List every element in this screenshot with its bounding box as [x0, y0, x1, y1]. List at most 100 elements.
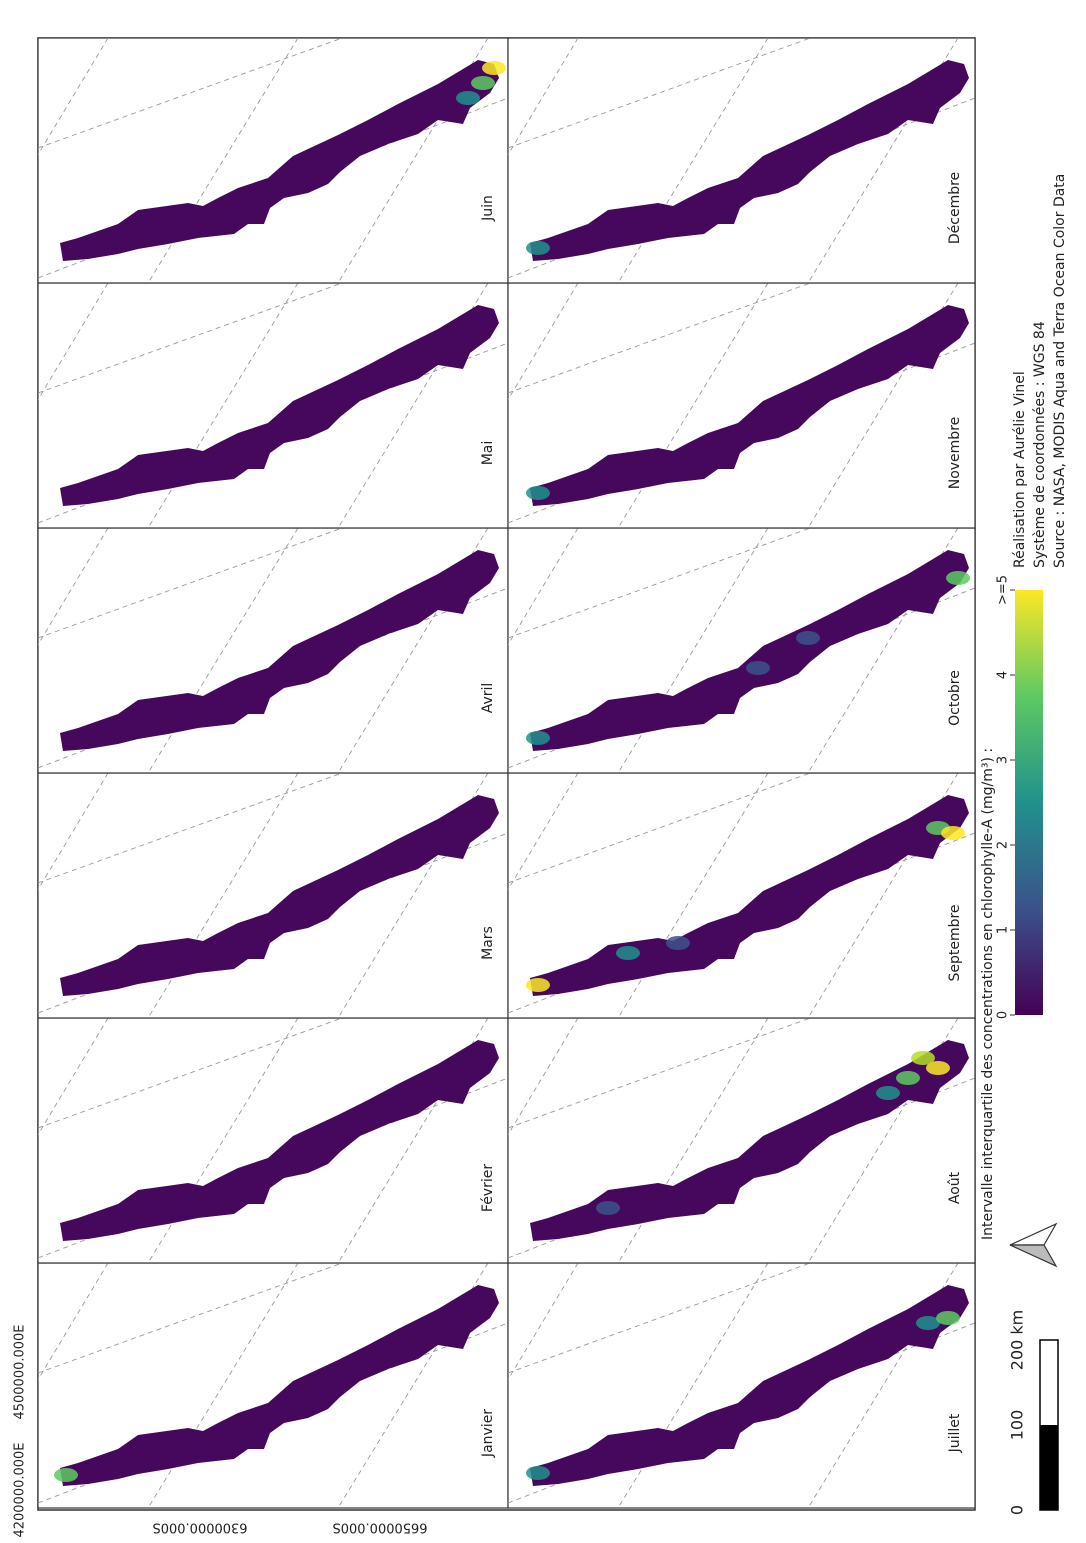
- month-label: Octobre: [947, 670, 963, 726]
- lake: [60, 305, 499, 506]
- lake-patch: [54, 1468, 78, 1482]
- graticule-line: [617, 528, 769, 773]
- lake-patch: [896, 1071, 920, 1085]
- graticule-line: [508, 773, 579, 891]
- panel: [507, 1017, 976, 1264]
- panel: [37, 1262, 509, 1509]
- panel: [37, 1017, 509, 1264]
- graticule-line: [508, 773, 812, 884]
- lake-patch: [746, 661, 770, 675]
- scale-label: 200 km: [1008, 1310, 1027, 1370]
- graticule-line: [617, 283, 769, 528]
- colorbar-tick-label: 0: [996, 1011, 1011, 1019]
- lake: [60, 795, 499, 996]
- graticule-line: [38, 773, 109, 891]
- graticule-line: [38, 1263, 344, 1374]
- lake: [530, 60, 969, 261]
- lake-patch: [911, 1051, 935, 1065]
- month-label: Mai: [480, 441, 496, 466]
- lake: [530, 1040, 969, 1241]
- north-arrow: [1009, 1222, 1058, 1268]
- panel: [37, 37, 509, 284]
- colorbar-tick-label: >=5: [996, 575, 1011, 605]
- month-label: Juillet: [947, 1413, 963, 1453]
- graticule-line: [38, 528, 344, 639]
- lake-patch: [526, 731, 550, 745]
- graticule-line: [508, 528, 812, 639]
- graticule-line: [508, 38, 812, 149]
- graticule-line: [508, 1018, 812, 1129]
- graticule-line: [147, 1263, 299, 1508]
- colorbar-tick-label: 1: [996, 926, 1011, 934]
- colorbar: [1015, 590, 1043, 1015]
- lake: [60, 1285, 499, 1486]
- month-label: Août: [947, 1171, 963, 1204]
- panel: [507, 527, 976, 774]
- lake-patch: [596, 1201, 620, 1215]
- scale-bar: [1039, 1339, 1059, 1511]
- easting-label: 4200000.000E: [13, 1442, 28, 1537]
- graticule-line: [38, 283, 344, 394]
- graticule-line: [617, 1263, 769, 1508]
- panel: [507, 1262, 976, 1509]
- graticule-line: [147, 38, 299, 283]
- graticule-line: [508, 38, 579, 156]
- lake: [530, 305, 969, 506]
- month-label: Avril: [480, 683, 496, 714]
- graticule-line: [508, 283, 579, 401]
- credit-line: Source : NASA, MODIS Aqua and Terra Ocea…: [1052, 174, 1068, 568]
- lake-patch: [666, 936, 690, 950]
- graticule-line: [617, 38, 769, 283]
- northing-label: 6300000.000S: [152, 1520, 247, 1535]
- lake: [60, 60, 499, 261]
- month-label: Mars: [480, 926, 496, 960]
- panel: [507, 37, 976, 284]
- panel: [507, 772, 976, 1019]
- lake: [530, 550, 969, 751]
- month-label: Juin: [480, 195, 496, 222]
- colorbar-tick-label: 4: [996, 671, 1011, 679]
- graticule-line: [38, 283, 109, 401]
- lake-patch: [471, 76, 495, 90]
- month-label: Février: [480, 1164, 496, 1212]
- lake-patch: [946, 571, 970, 585]
- lake-patch: [456, 91, 480, 105]
- graticule-line: [508, 1018, 579, 1136]
- graticule-line: [508, 528, 579, 646]
- graticule-line: [38, 1018, 109, 1136]
- legend-title: Intervalle interquartile des concentrati…: [980, 748, 996, 1240]
- easting-label: 4500000.000E: [13, 1324, 28, 1419]
- lake-patch: [526, 241, 550, 255]
- graticule-line: [508, 283, 812, 394]
- lake-patch: [796, 631, 820, 645]
- graticule-line: [147, 773, 299, 1018]
- graticule-line: [38, 1263, 109, 1381]
- graticule-line: [508, 1263, 812, 1374]
- lake-patch: [936, 1311, 960, 1325]
- lake-patch: [941, 826, 965, 840]
- graticule-line: [38, 773, 344, 884]
- lake: [60, 1040, 499, 1241]
- lake-patch: [876, 1086, 900, 1100]
- lake: [530, 1285, 969, 1486]
- scale-label: 0: [1008, 1505, 1027, 1515]
- graticule-line: [38, 528, 109, 646]
- lake-patch: [616, 946, 640, 960]
- lake: [530, 795, 969, 996]
- lake-patch: [482, 61, 506, 75]
- colorbar-tick-label: 3: [996, 756, 1011, 764]
- graticule-line: [617, 1018, 769, 1263]
- graticule-line: [147, 283, 299, 528]
- graticule-line: [38, 38, 344, 149]
- panel: [37, 282, 509, 529]
- lake-patch: [526, 978, 550, 992]
- colorbar-tick-label: 2: [996, 841, 1011, 849]
- graticule-line: [38, 38, 109, 156]
- lake-patch: [526, 486, 550, 500]
- month-label: Janvier: [480, 1409, 496, 1458]
- panel: [507, 282, 976, 529]
- graticule-line: [147, 528, 299, 773]
- month-label: Décembre: [947, 172, 963, 244]
- credit-line: Système de coordonnées : WGS 84: [1032, 321, 1048, 568]
